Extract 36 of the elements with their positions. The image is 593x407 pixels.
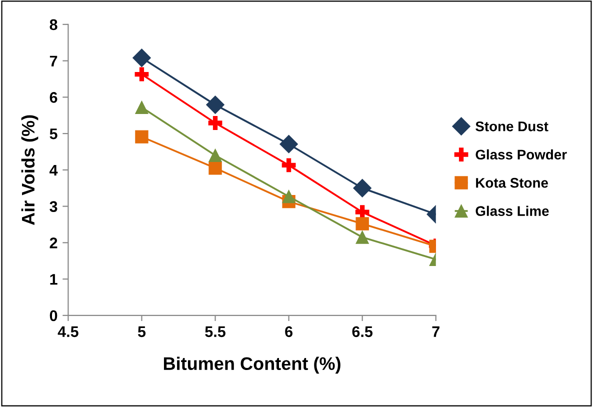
point	[208, 162, 222, 175]
y-tick-label: 5	[50, 128, 58, 140]
point	[132, 48, 151, 68]
x-tick-label: 6	[285, 326, 292, 338]
point	[356, 217, 369, 230]
point	[206, 96, 224, 114]
x-tick-label: 6.5	[352, 326, 373, 338]
point	[356, 230, 369, 244]
x-tick-label: 5	[138, 326, 146, 338]
point	[280, 134, 298, 154]
legend-label: Glass Powder	[476, 149, 567, 160]
point	[135, 130, 148, 144]
y-tick-label: 0	[50, 310, 58, 322]
point	[355, 205, 370, 220]
point	[208, 148, 222, 162]
point	[135, 100, 148, 114]
x-tick-label: 5.5	[205, 326, 226, 338]
x-tick-label: 4.5	[58, 326, 78, 338]
y-tick-label: 6	[50, 92, 58, 103]
point	[353, 178, 372, 198]
legend-label: Glass Lime	[476, 206, 549, 216]
point	[282, 158, 296, 172]
y-tick-label: 1	[50, 274, 58, 285]
point	[282, 190, 296, 204]
x-axis-title: Bitumen Content (%)	[164, 356, 340, 374]
y-tick-label: 7	[50, 56, 58, 66]
y-tick-label: 4	[50, 164, 58, 176]
y-tick-label: 2	[50, 238, 58, 248]
x-tick-label: 7	[432, 326, 440, 337]
point	[208, 116, 222, 130]
y-tick-label: 3	[50, 201, 58, 212]
y-axis-title: Air Voids (%)	[21, 115, 38, 225]
y-tick-label: 8	[50, 19, 58, 30]
legend-label: Stone Dust	[476, 121, 548, 132]
legend-label: Kota Stone	[476, 178, 548, 188]
point	[134, 67, 149, 82]
